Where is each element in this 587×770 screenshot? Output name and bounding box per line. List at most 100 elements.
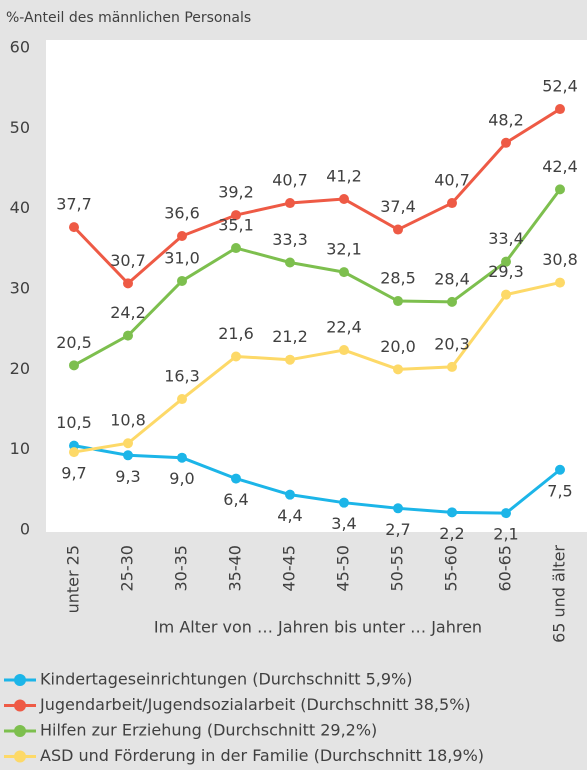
marker <box>177 230 187 241</box>
plot-area <box>46 40 587 532</box>
data-label: 2,7 <box>385 520 410 539</box>
series-line <box>72 107 561 285</box>
x-tick-label: 25-30 <box>118 545 137 592</box>
y-tick-label: 10 <box>10 439 30 458</box>
data-label: 28,5 <box>380 269 416 288</box>
marker <box>555 464 565 475</box>
data-label: 40,7 <box>272 171 308 190</box>
y-tick-label: 40 <box>10 198 30 217</box>
data-label: 9,0 <box>169 469 194 488</box>
marker <box>501 256 511 267</box>
marker <box>123 450 133 461</box>
marker <box>231 473 241 484</box>
marker <box>123 278 133 289</box>
marker <box>339 345 349 356</box>
x-tick-label: 35-40 <box>226 545 245 592</box>
legend-marker <box>14 750 26 763</box>
data-label: 10,5 <box>56 413 92 432</box>
y-tick-label: 60 <box>10 38 30 57</box>
x-tick-label: 55-60 <box>442 545 461 592</box>
marker <box>339 194 349 205</box>
series-line <box>73 281 561 454</box>
x-tick-label: 30-35 <box>172 545 191 592</box>
legend-label: ASD und Förderung in der Familie (Durchs… <box>40 746 484 765</box>
data-label: 4,4 <box>277 506 302 525</box>
data-label: 3,4 <box>331 514 356 533</box>
marker <box>285 257 295 268</box>
marker <box>393 296 403 307</box>
marker <box>339 497 349 508</box>
data-label: 20,3 <box>434 334 470 353</box>
data-label: 30,7 <box>110 251 146 270</box>
marker <box>447 361 457 372</box>
data-label: 31,0 <box>164 248 200 267</box>
x-tick-label: 45-50 <box>334 545 353 592</box>
legend-marker <box>14 725 26 737</box>
marker <box>231 210 241 221</box>
marker <box>501 137 511 148</box>
data-label: 29,3 <box>488 262 524 281</box>
data-label: 20,0 <box>380 337 416 356</box>
marker <box>393 224 403 235</box>
marker <box>285 354 295 365</box>
chart-title: %-Anteil des männlichen Personals <box>6 10 251 26</box>
marker <box>447 296 457 307</box>
data-label: 24,2 <box>110 303 146 322</box>
data-label: 40,7 <box>434 171 470 190</box>
marker <box>231 243 241 254</box>
data-label: 10,8 <box>110 411 146 430</box>
data-label: 33,4 <box>488 229 524 248</box>
data-label: 42,4 <box>542 157 578 176</box>
marker <box>447 198 457 209</box>
legend-marker <box>14 674 26 686</box>
legend-marker <box>14 699 26 712</box>
marker <box>285 198 295 209</box>
marker <box>555 277 565 288</box>
data-label: 21,6 <box>218 324 254 343</box>
legend-label: Hilfen zur Erziehung (Durchschnitt 29,2%… <box>40 721 377 740</box>
data-label: 9,7 <box>61 464 86 483</box>
x-axis-title: Im Alter von … Jahren bis unter … Jahren <box>154 618 482 637</box>
data-label: 2,2 <box>439 524 464 543</box>
marker <box>501 508 511 519</box>
data-label: 35,1 <box>218 216 254 235</box>
legend-label: Jugendarbeit/Jugendsozialarbeit (Durchsc… <box>39 695 471 714</box>
marker <box>69 222 79 233</box>
data-label: 37,4 <box>380 197 416 216</box>
marker <box>393 364 403 375</box>
marker <box>123 330 133 341</box>
series-line <box>73 444 561 515</box>
marker <box>177 394 187 405</box>
data-label: 16,3 <box>164 367 200 386</box>
data-label: 22,4 <box>326 318 362 337</box>
data-label: 21,2 <box>272 327 308 346</box>
marker <box>285 489 295 500</box>
data-label: 6,4 <box>223 490 248 509</box>
data-label: 36,6 <box>164 203 200 222</box>
marker <box>555 104 565 115</box>
data-label: 39,2 <box>218 183 254 202</box>
x-tick-label: unter 25 <box>64 545 83 613</box>
marker <box>231 351 241 362</box>
x-tick-label: 50-55 <box>388 545 407 592</box>
data-label: 28,4 <box>434 269 470 288</box>
marker <box>69 447 79 458</box>
data-label: 7,5 <box>547 481 572 500</box>
data-label: 33,3 <box>272 230 308 249</box>
data-label: 37,7 <box>56 195 92 214</box>
y-tick-label: 30 <box>10 279 30 298</box>
marker <box>339 267 349 278</box>
marker <box>177 452 187 463</box>
marker <box>555 184 565 195</box>
marker <box>447 507 457 518</box>
marker <box>123 438 133 449</box>
series-line <box>73 188 562 367</box>
data-label: 30,8 <box>542 250 578 269</box>
data-label: 48,2 <box>488 110 524 129</box>
y-tick-label: 20 <box>10 359 30 378</box>
data-label: 41,2 <box>326 167 362 186</box>
data-label: 9,3 <box>115 467 140 486</box>
marker <box>393 503 403 514</box>
x-tick-label: 60-65 <box>496 545 515 592</box>
